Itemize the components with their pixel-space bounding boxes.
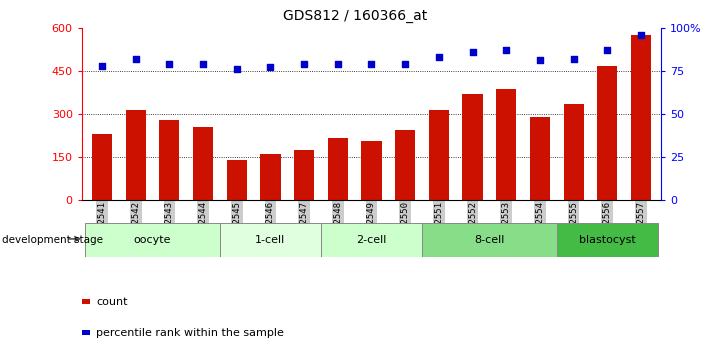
- Bar: [597, 66, 617, 200]
- Bar: [227, 160, 247, 200]
- Bar: [220, 223, 321, 257]
- Bar: [260, 154, 281, 200]
- Bar: [395, 130, 415, 200]
- Point: [602, 47, 613, 53]
- Point: [164, 61, 175, 67]
- Bar: [294, 150, 314, 200]
- Bar: [85, 223, 220, 257]
- Point: [534, 58, 545, 63]
- Bar: [530, 117, 550, 200]
- Point: [332, 61, 343, 67]
- Bar: [557, 223, 658, 257]
- Point: [400, 61, 411, 67]
- Text: blastocyst: blastocyst: [579, 235, 636, 245]
- Text: 1-cell: 1-cell: [255, 235, 286, 245]
- Bar: [564, 104, 584, 200]
- Text: development stage: development stage: [2, 235, 103, 245]
- Point: [264, 65, 276, 70]
- Bar: [126, 110, 146, 200]
- Text: GDS812 / 160366_at: GDS812 / 160366_at: [284, 9, 427, 23]
- Point: [231, 66, 242, 72]
- Point: [130, 56, 141, 61]
- Text: oocyte: oocyte: [134, 235, 171, 245]
- Bar: [496, 89, 516, 200]
- Text: 8-cell: 8-cell: [474, 235, 505, 245]
- Point: [365, 61, 377, 67]
- Text: 2-cell: 2-cell: [356, 235, 387, 245]
- Bar: [462, 94, 483, 200]
- Point: [467, 49, 479, 55]
- Bar: [328, 138, 348, 200]
- Text: count: count: [96, 297, 127, 306]
- Point: [568, 56, 579, 61]
- Point: [299, 61, 310, 67]
- Bar: [159, 120, 179, 200]
- Point: [636, 32, 647, 37]
- Bar: [92, 134, 112, 200]
- Point: [96, 63, 107, 68]
- Bar: [321, 223, 422, 257]
- Point: [198, 61, 209, 67]
- Point: [501, 47, 512, 53]
- Bar: [429, 110, 449, 200]
- Text: percentile rank within the sample: percentile rank within the sample: [96, 328, 284, 337]
- Bar: [631, 35, 651, 200]
- Bar: [422, 223, 557, 257]
- Bar: [361, 141, 382, 200]
- Point: [433, 54, 444, 60]
- Bar: [193, 127, 213, 200]
